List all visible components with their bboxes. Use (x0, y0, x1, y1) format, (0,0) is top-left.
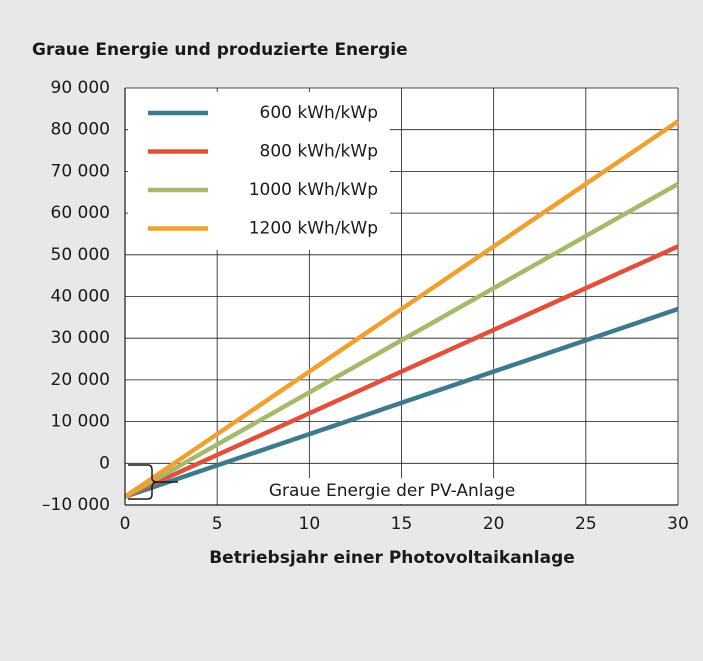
chart-title: Graue Energie und produzierte Energie (32, 40, 408, 60)
y-tick-label: 0 (99, 453, 110, 473)
annotation: Graue Energie der PV-Anlage (269, 481, 515, 501)
series-line (123, 119, 680, 499)
x-tick-label: 25 (575, 514, 597, 534)
x-tick-label: 0 (120, 514, 131, 534)
y-tick-label: 10 000 (51, 412, 110, 432)
y-tick-label: 50 000 (51, 245, 110, 265)
y-tick-label: 20 000 (51, 370, 110, 390)
y-tick-label: 30 000 (51, 328, 110, 348)
y-tick-label: 90 000 (51, 78, 110, 98)
legend-label: 1000 kWh/kWp (249, 180, 378, 200)
y-tick-label: 60 000 (51, 203, 110, 223)
series-line (123, 181, 680, 499)
x-tick-label: 5 (212, 514, 223, 534)
x-axis-label: Betriebsjahr einer Photovoltaikanlage (209, 548, 575, 568)
y-tick-label: 70 000 (51, 161, 110, 181)
annotation-box (237, 478, 549, 504)
series-line (124, 306, 679, 499)
y-tick-label: 80 000 (51, 120, 110, 140)
legend-label: 600 kWh/kWp (260, 103, 378, 123)
x-tick-label: 20 (483, 514, 505, 534)
legend-label: 1200 kWh/kWp (249, 219, 378, 239)
legend: 600 kWh/kWp 800 kWh/kWp 1000 kWh/kWp 1200 k… (148, 103, 378, 239)
x-tick-label: 15 (391, 514, 413, 534)
x-tick-label: 10 (299, 514, 321, 534)
series-line (124, 244, 679, 499)
legend-box (128, 92, 390, 250)
lines (123, 119, 680, 499)
x-tick-label: 30 (667, 514, 689, 534)
bracket (128, 464, 178, 500)
legend-label: 800 kWh/kWp (260, 142, 378, 162)
y-tick-label: –10 000 (42, 495, 110, 515)
y-tick-label: 40 000 (51, 287, 110, 307)
